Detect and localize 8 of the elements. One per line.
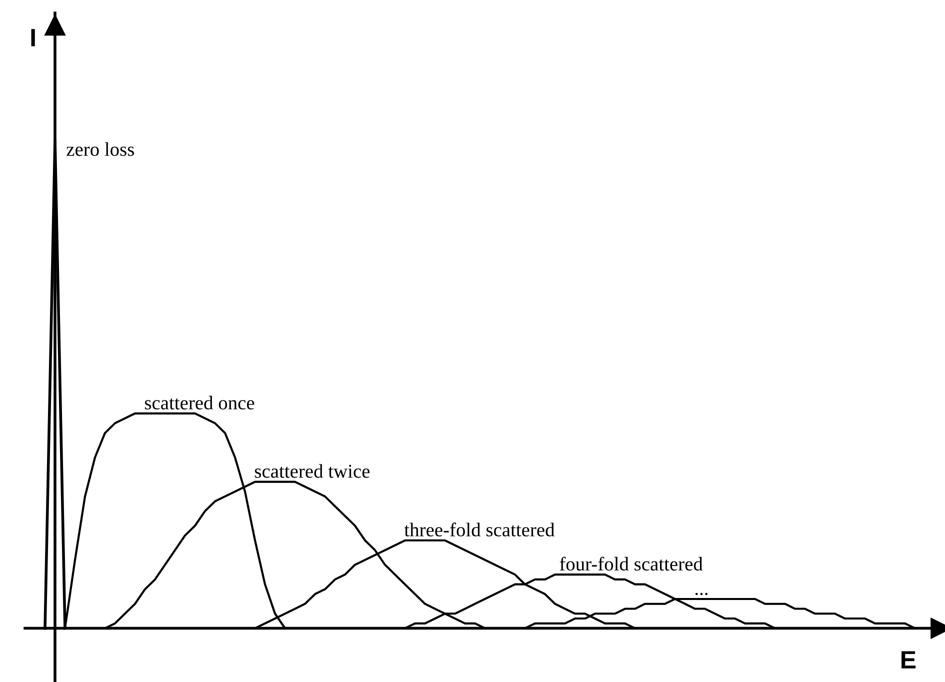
x-axis-title: E (902, 651, 916, 668)
series-label: scattered once (144, 396, 254, 410)
series-label: three-fold scattered (404, 522, 555, 536)
series-label: scattered twice (254, 464, 370, 478)
y-axis-title: I (31, 29, 35, 46)
series-label: zero loss (66, 142, 134, 156)
series-label: four-fold scattered (560, 556, 703, 571)
series-label: ... (695, 592, 708, 596)
